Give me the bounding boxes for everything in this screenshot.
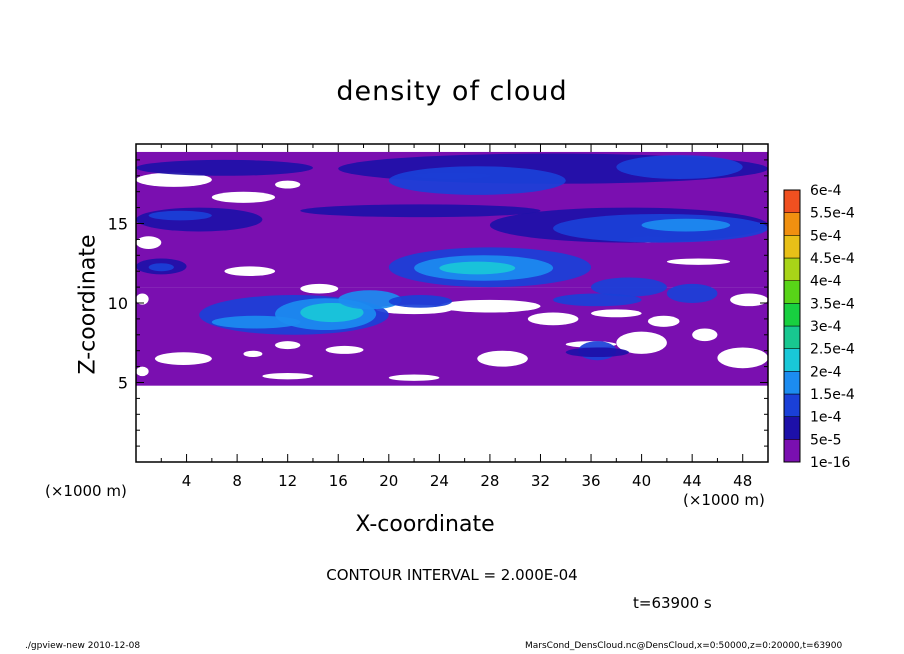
x-tick-label: 40 bbox=[632, 472, 651, 490]
density-region-3 bbox=[616, 155, 743, 179]
colorbar-label: 4e-4 bbox=[810, 274, 842, 290]
density-region-22 bbox=[338, 290, 402, 310]
x-unit-left: (×1000 m) bbox=[45, 482, 127, 500]
colorbar-label: 3.5e-4 bbox=[810, 296, 855, 312]
clear-air-9 bbox=[243, 350, 263, 358]
x-tick-label: 48 bbox=[733, 472, 752, 490]
colorbar-swatch bbox=[783, 235, 801, 259]
density-region-23 bbox=[388, 295, 452, 308]
clear-air-19 bbox=[692, 328, 718, 342]
density-region-15 bbox=[591, 277, 667, 297]
clear-air-27 bbox=[666, 258, 731, 265]
colorbar-frame bbox=[783, 189, 801, 463]
colorbar-swatch bbox=[783, 416, 801, 440]
colorbar-swatch bbox=[783, 212, 801, 236]
colorbar-label: 6e-4 bbox=[810, 183, 842, 199]
clear-air-21 bbox=[717, 347, 768, 369]
colorbar-swatch bbox=[783, 189, 801, 213]
x-tick-label: 16 bbox=[329, 472, 348, 490]
density-region-2 bbox=[388, 166, 566, 195]
x-tick-label: 20 bbox=[379, 472, 398, 490]
colorbar-swatch bbox=[783, 280, 801, 304]
colorbar-swatch bbox=[783, 303, 801, 327]
colorbar-swatch bbox=[783, 393, 801, 417]
density-region-17 bbox=[553, 293, 642, 307]
contour-interval: CONTOUR INTERVAL = 2.000E-04 bbox=[326, 566, 578, 584]
chart-title: density of cloud bbox=[336, 76, 568, 107]
x-tick-label: 28 bbox=[480, 472, 499, 490]
x-tick-label: 36 bbox=[581, 472, 600, 490]
clear-air-7 bbox=[136, 293, 149, 305]
colorbar-label: 2e-4 bbox=[810, 364, 842, 380]
colorbar-swatch bbox=[783, 439, 801, 463]
colorbar-swatch bbox=[783, 371, 801, 395]
clear-air-23 bbox=[388, 374, 440, 381]
y-axis: 5 10 15 bbox=[108, 159, 768, 447]
clear-air-13 bbox=[439, 299, 541, 313]
y-tick-label: 15 bbox=[108, 215, 128, 234]
clear-air-1 bbox=[275, 180, 301, 189]
x-axis-label: X-coordinate bbox=[355, 512, 495, 537]
colorbar-swatch bbox=[783, 325, 801, 349]
colorbar-swatch bbox=[783, 257, 801, 281]
x-tick-label: 12 bbox=[278, 472, 297, 490]
clear-air-25 bbox=[591, 309, 642, 318]
density-region-21 bbox=[300, 303, 364, 323]
x-axis: 4 8 12 16 20 24 28 32 36 40 44 48 bbox=[160, 144, 769, 490]
density-region-25 bbox=[565, 347, 629, 358]
density-region-6 bbox=[300, 204, 541, 218]
clear-air-0 bbox=[136, 172, 212, 187]
colorbar-label: 1e-4 bbox=[810, 410, 842, 426]
density-region-11 bbox=[148, 263, 174, 272]
x-tick-label: 4 bbox=[182, 472, 192, 490]
colorbar-label: 1e-16 bbox=[810, 455, 850, 471]
footer-right: MarsCond_DensCloud.nc@DensCloud,x=0:5000… bbox=[525, 641, 843, 651]
colorbar: 1e-16 5e-5 1e-4 1.5e-4 2e-4 2.5e-4 3e-4 3.5e-4 4… bbox=[783, 183, 855, 471]
plot-area bbox=[136, 151, 768, 386]
clear-air-15 bbox=[477, 350, 528, 367]
clear-air-18 bbox=[647, 315, 680, 327]
clear-air-11 bbox=[325, 345, 364, 354]
colorbar-label: 2.5e-4 bbox=[810, 342, 855, 358]
clear-air-14 bbox=[527, 312, 579, 326]
density-region-9 bbox=[641, 218, 731, 232]
colorbar-label: 5e-4 bbox=[810, 228, 842, 244]
colorbar-label: 5.5e-4 bbox=[810, 206, 855, 222]
footer-left: ./gpview-new 2010-12-08 bbox=[25, 641, 141, 651]
x-tick-label: 44 bbox=[683, 472, 702, 490]
colorbar-swatch bbox=[783, 348, 801, 372]
colorbar-label: 5e-5 bbox=[810, 432, 841, 448]
clear-air-20 bbox=[730, 293, 768, 307]
clear-air-10 bbox=[275, 341, 301, 350]
clear-air-8 bbox=[154, 352, 212, 366]
y-tick-label: 5 bbox=[118, 374, 128, 393]
density-region-14 bbox=[439, 261, 516, 275]
density-region-5 bbox=[148, 210, 212, 221]
colorbar-label: 3e-4 bbox=[810, 319, 842, 335]
clear-air-26 bbox=[300, 283, 339, 294]
density-region-0 bbox=[136, 159, 313, 176]
clear-air-2 bbox=[211, 191, 276, 203]
clear-air-24 bbox=[136, 366, 149, 377]
density-region-16 bbox=[666, 283, 718, 303]
clear-air-22 bbox=[262, 372, 313, 380]
colorbar-label: 1.5e-4 bbox=[810, 387, 855, 403]
colorbar-label: 4.5e-4 bbox=[810, 251, 855, 267]
time-label: t=63900 s bbox=[633, 594, 712, 612]
x-tick-label: 24 bbox=[430, 472, 449, 490]
clear-air-5 bbox=[224, 266, 276, 276]
y-axis-label: Z-coordinate bbox=[75, 234, 101, 375]
clear-air-17 bbox=[616, 331, 667, 354]
density-region-4 bbox=[136, 207, 263, 232]
y-tick-label: 10 bbox=[108, 294, 128, 313]
x-unit-right: (×1000 m) bbox=[683, 491, 765, 509]
clear-air-4 bbox=[136, 236, 162, 249]
x-tick-label: 32 bbox=[531, 472, 550, 490]
x-tick-label: 8 bbox=[232, 472, 242, 490]
